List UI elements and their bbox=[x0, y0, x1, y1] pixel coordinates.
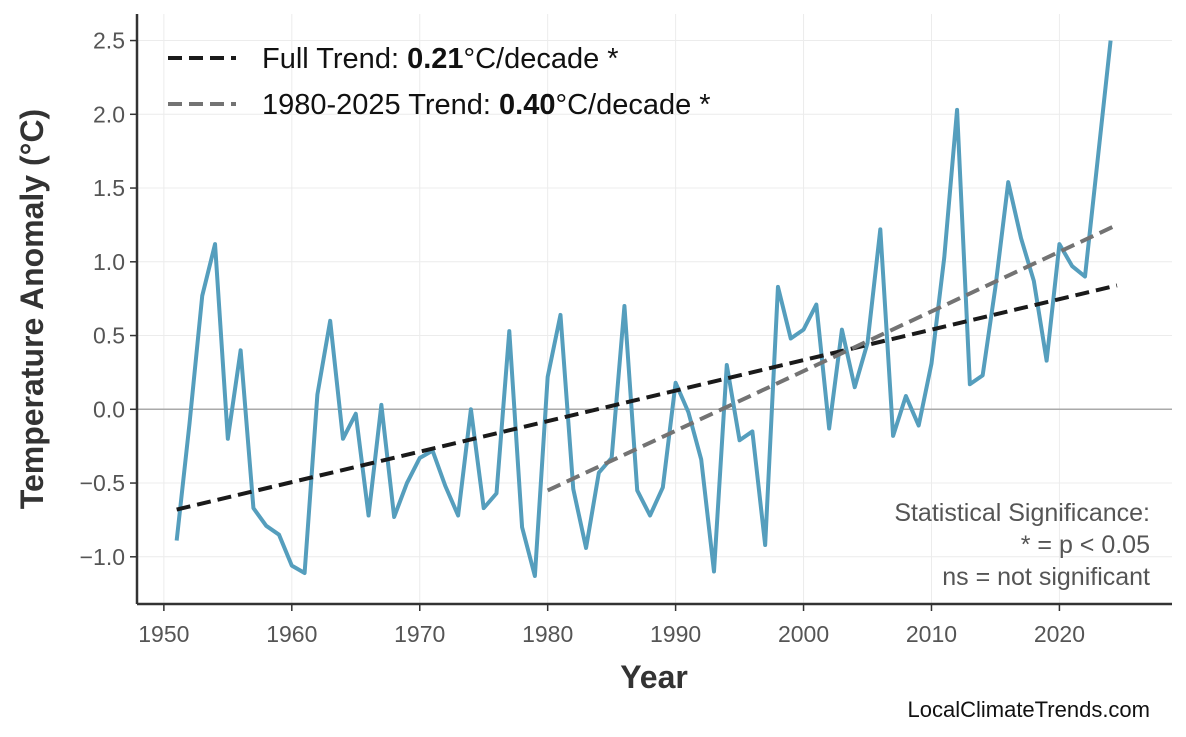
trend-line bbox=[546, 223, 1118, 493]
annotation: Statistical Significance: bbox=[894, 499, 1150, 527]
y-tick-label: 1.5 bbox=[93, 175, 125, 201]
x-tick-label: 1970 bbox=[394, 621, 445, 647]
legend-name: 1980-2025 Trend: bbox=[262, 89, 499, 121]
legend-slope: 0.21 bbox=[407, 43, 463, 75]
y-tick-label: −0.5 bbox=[80, 470, 125, 496]
x-tick-label: 2010 bbox=[906, 621, 957, 647]
x-tick-label: 2000 bbox=[778, 621, 829, 647]
x-tick-label: 1980 bbox=[522, 621, 573, 647]
legend-name: Full Trend: bbox=[262, 43, 407, 75]
x-tick-label: 1960 bbox=[266, 621, 317, 647]
y-tick-label: 0.0 bbox=[93, 396, 125, 422]
y-axis-label: Temperature Anomaly (°C) bbox=[14, 109, 50, 509]
y-tick-label: 2.5 bbox=[93, 28, 125, 54]
trend-line bbox=[176, 283, 1118, 512]
y-tick-label: 0.5 bbox=[93, 323, 125, 349]
data-line bbox=[174, 40, 1113, 578]
x-tick-label: 1950 bbox=[138, 621, 189, 647]
annotation: ns = not significant bbox=[942, 563, 1150, 591]
y-tick-label: 2.0 bbox=[93, 101, 125, 127]
legend-slope: 0.40 bbox=[499, 89, 555, 121]
y-tick-label: −1.0 bbox=[80, 544, 125, 570]
legend-unit: °C/decade * bbox=[464, 43, 619, 75]
x-tick-label: 1990 bbox=[650, 621, 701, 647]
source: LocalClimateTrends.com bbox=[908, 697, 1151, 722]
y-tick-label: 1.0 bbox=[93, 249, 125, 275]
x-tick-label: 2020 bbox=[1034, 621, 1085, 647]
annotation: * = p < 0.05 bbox=[1021, 531, 1150, 559]
legend-entry: 1980-2025 Trend: 0.40°C/decade * bbox=[262, 89, 711, 121]
legend-unit: °C/decade * bbox=[555, 89, 710, 121]
legend-entry: Full Trend: 0.21°C/decade * bbox=[262, 43, 619, 75]
x-axis-label: Year bbox=[620, 659, 688, 695]
